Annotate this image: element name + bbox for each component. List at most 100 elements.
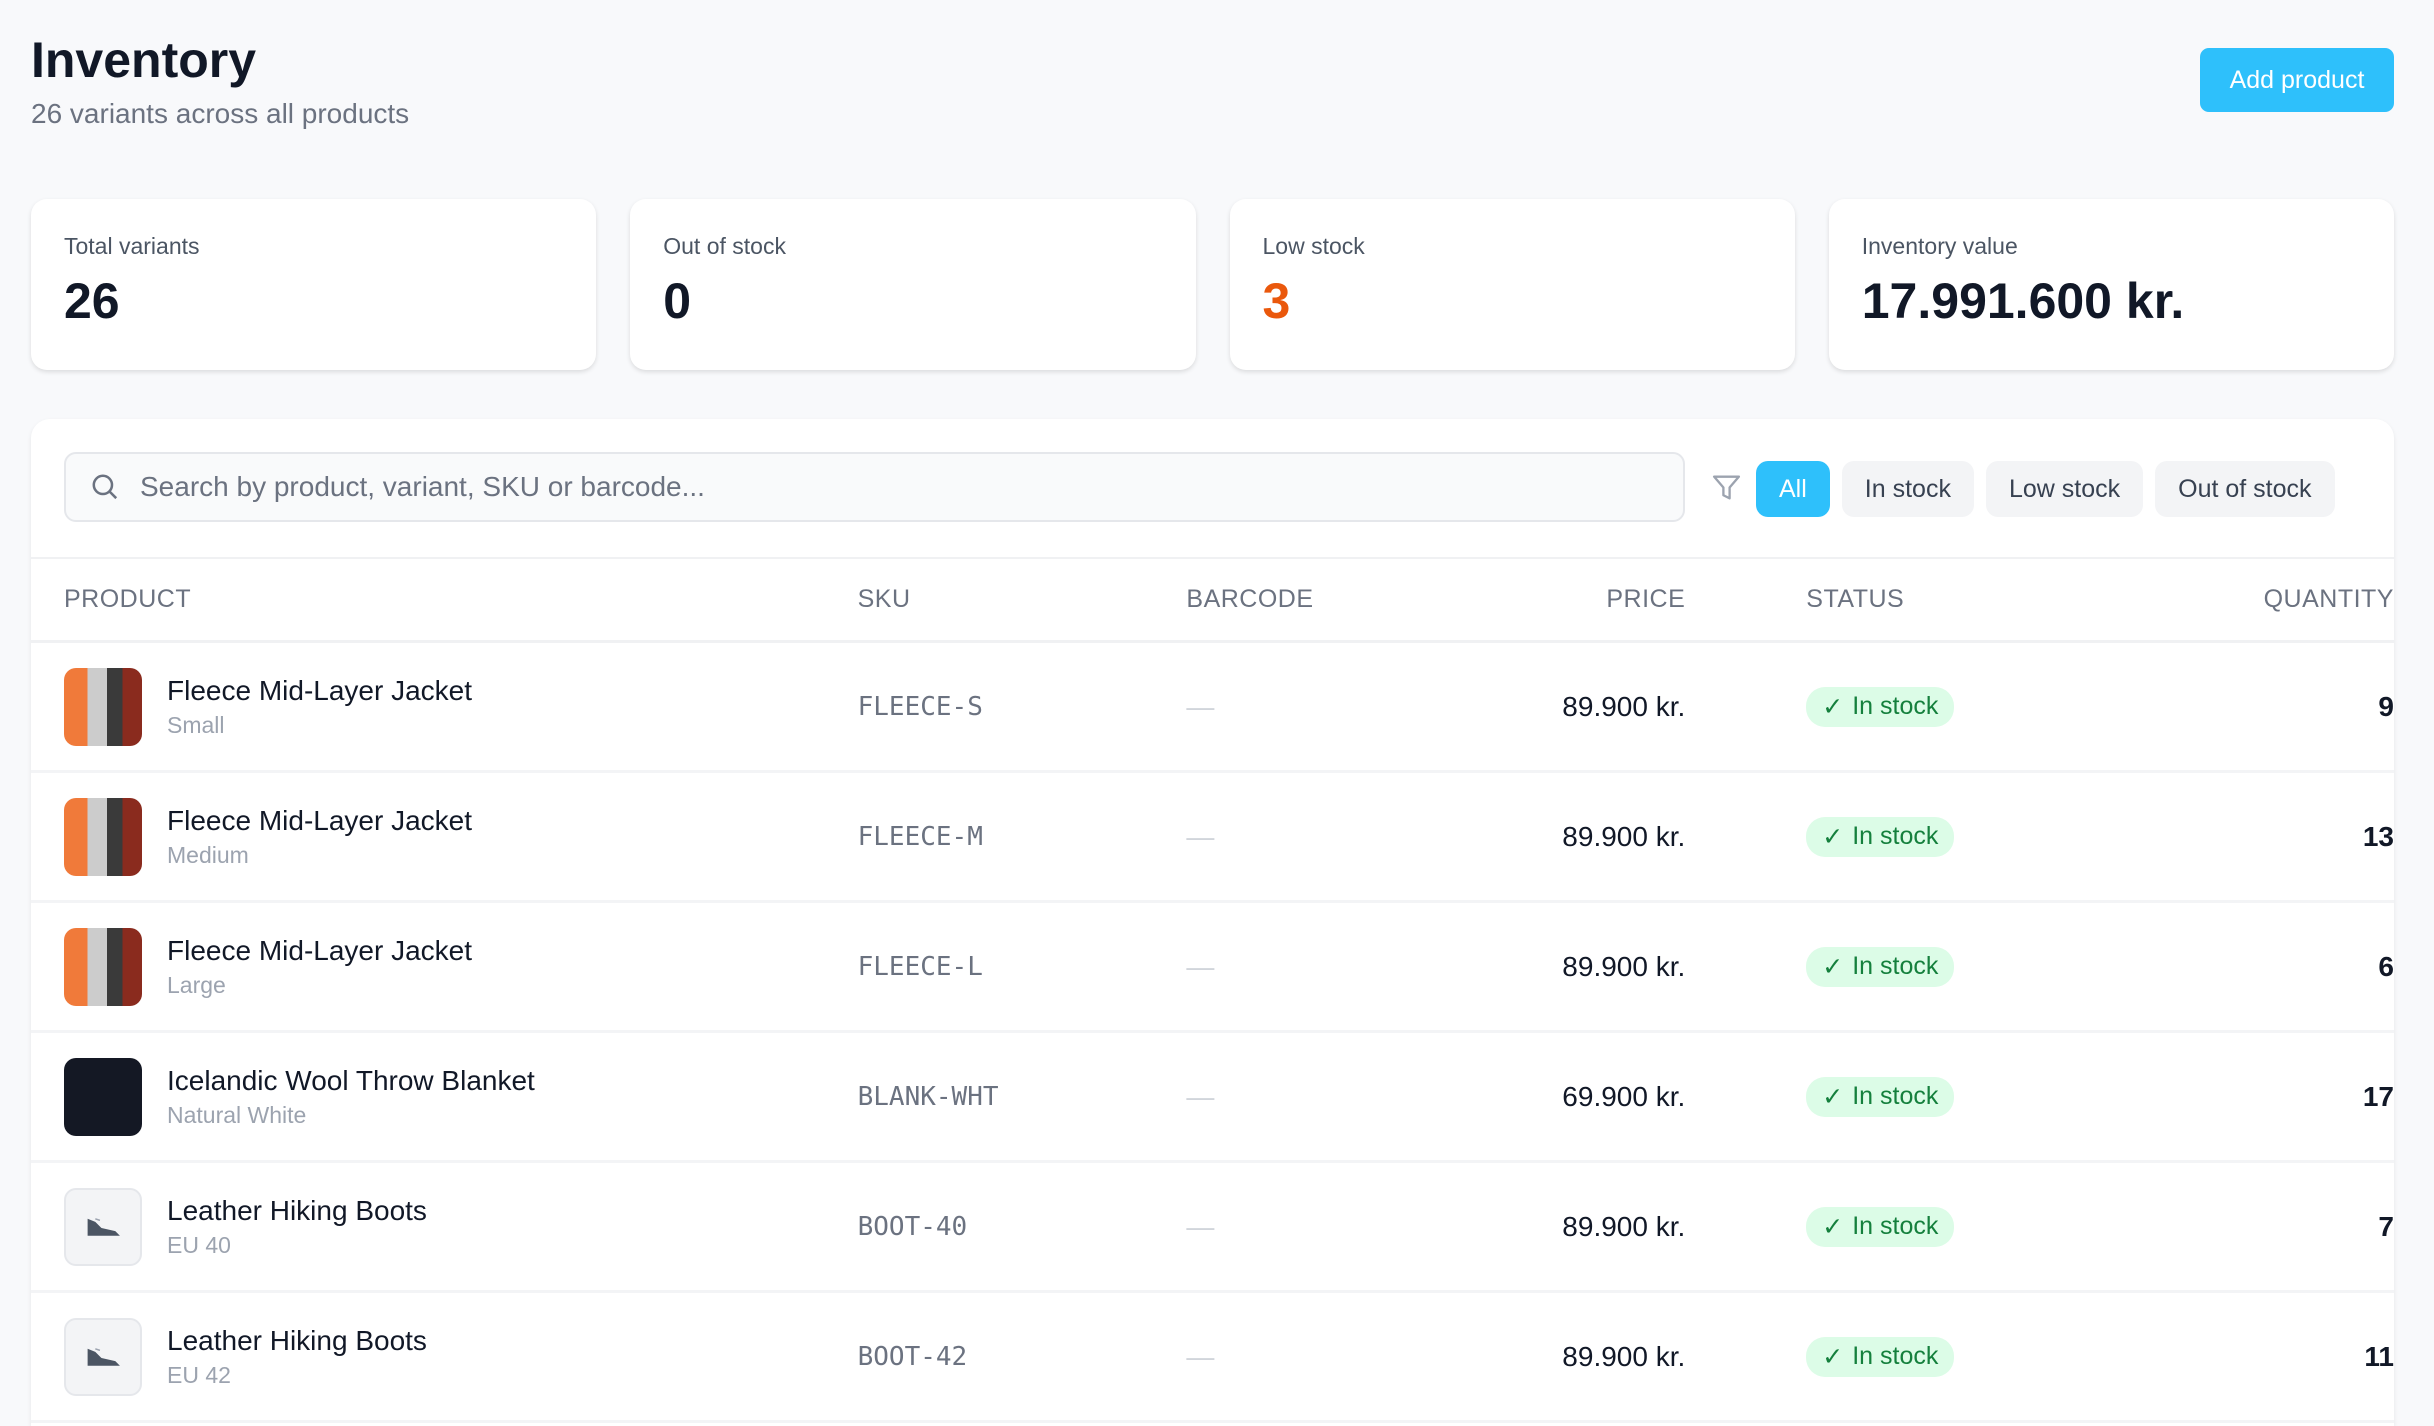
table-header: PRODUCT SKU BARCODE PRICE STATUS QUANTITY bbox=[31, 559, 2394, 643]
check-icon: ✓ bbox=[1822, 1212, 1844, 1241]
column-header-product[interactable]: PRODUCT bbox=[31, 559, 858, 643]
filter-chip-low-stock[interactable]: Low stock bbox=[1985, 461, 2144, 517]
price: 89.900 kr. bbox=[1445, 771, 1686, 903]
product-name[interactable]: Fleece Mid-Layer Jacket bbox=[167, 674, 473, 706]
status-text: In stock bbox=[1852, 952, 1939, 980]
barcode: — bbox=[1186, 771, 1446, 903]
filter-chip-all[interactable]: All bbox=[1756, 461, 1830, 517]
price: 89.900 kr. bbox=[1445, 1291, 1686, 1423]
page-subtitle: 26 variants across all products bbox=[31, 98, 410, 129]
sku: BOOT-42 bbox=[857, 1291, 1187, 1423]
quantity: 11 bbox=[2135, 1291, 2394, 1423]
product-name[interactable]: Leather Hiking Boots bbox=[167, 1194, 427, 1226]
stat-card: Low stock 3 bbox=[1229, 199, 1795, 370]
check-icon: ✓ bbox=[1822, 952, 1844, 981]
table-row[interactable]: Fleece Mid-Layer Jacket Medium FLEECE-M —… bbox=[31, 771, 2394, 903]
status-text: In stock bbox=[1852, 1082, 1939, 1110]
variant-name: EU 40 bbox=[167, 1231, 231, 1258]
table-row[interactable]: Icelandic Wool Throw Blanket Natural Whit… bbox=[31, 1031, 2394, 1163]
barcode: — bbox=[1186, 1031, 1446, 1163]
column-header-sku[interactable]: SKU bbox=[857, 559, 1187, 643]
table-row[interactable]: Leather Hiking Boots EU 40 BOOT-40 — 89.9… bbox=[31, 1161, 2394, 1293]
boot-icon bbox=[87, 1348, 120, 1366]
quantity: 13 bbox=[2135, 771, 2394, 903]
status-text: In stock bbox=[1852, 692, 1939, 720]
stat-label: Low stock bbox=[1262, 233, 1365, 259]
search-input[interactable] bbox=[138, 470, 1542, 504]
column-header-status[interactable]: STATUS bbox=[1685, 559, 2136, 643]
stat-card: Out of stock 0 bbox=[630, 199, 1196, 370]
stat-label: Total variants bbox=[64, 233, 200, 259]
product-name[interactable]: Fleece Mid-Layer Jacket bbox=[167, 934, 473, 966]
sku: BOOT-40 bbox=[857, 1161, 1187, 1293]
variant-name: Small bbox=[167, 711, 225, 738]
table-row[interactable]: Fleece Mid-Layer Jacket Small FLEECE-S — … bbox=[31, 641, 2394, 773]
stats-row: Total variants 26 Out of stock 0 Low stock 3 I… bbox=[31, 199, 2394, 370]
stat-card: Total variants 26 bbox=[31, 199, 597, 370]
stat-label: Inventory value bbox=[1861, 233, 2018, 259]
status-text: In stock bbox=[1852, 1342, 1939, 1370]
product-thumbnail bbox=[64, 1187, 142, 1266]
boot-icon bbox=[87, 1218, 120, 1236]
status-badge: ✓ In stock bbox=[1806, 1206, 1955, 1247]
stat-card: Inventory value 17.991.600 kr. bbox=[1828, 199, 2394, 370]
status-filter-chips: All In stock Low stock Out of stock bbox=[1756, 461, 2335, 517]
sku: FLEECE-L bbox=[857, 901, 1187, 1033]
status-badge: ✓ In stock bbox=[1806, 816, 1955, 857]
variant-name: Medium bbox=[167, 841, 249, 868]
filter-chip-in-stock[interactable]: In stock bbox=[1841, 461, 1974, 517]
sku: BLANK-WHT bbox=[857, 1031, 1187, 1163]
product-thumbnail bbox=[64, 1057, 142, 1136]
barcode: — bbox=[1186, 1161, 1446, 1293]
product-thumbnail bbox=[64, 1317, 142, 1396]
stat-value: 3 bbox=[1262, 273, 1291, 329]
product-name[interactable]: Fleece Mid-Layer Jacket bbox=[167, 804, 473, 836]
variant-name: Large bbox=[167, 971, 226, 998]
table-row[interactable]: Leather Hiking Boots EU 42 BOOT-42 — 89.9… bbox=[31, 1291, 2394, 1423]
quantity: 9 bbox=[2135, 641, 2394, 773]
sku: FLEECE-S bbox=[857, 641, 1187, 773]
quantity: 17 bbox=[2135, 1031, 2394, 1163]
variant-name: Natural White bbox=[167, 1101, 307, 1128]
check-icon: ✓ bbox=[1822, 822, 1844, 851]
quantity: 7 bbox=[2135, 1161, 2394, 1293]
column-header-price[interactable]: PRICE bbox=[1445, 559, 1686, 643]
status-badge: ✓ In stock bbox=[1806, 1336, 1955, 1377]
product-name[interactable]: Icelandic Wool Throw Blanket bbox=[167, 1064, 535, 1096]
product-thumbnail bbox=[64, 927, 142, 1006]
product-name[interactable]: Leather Hiking Boots bbox=[167, 1324, 427, 1356]
stat-value: 26 bbox=[64, 273, 120, 329]
search-icon bbox=[92, 474, 118, 500]
status-text: In stock bbox=[1852, 822, 1939, 850]
barcode: — bbox=[1186, 901, 1446, 1033]
search-box[interactable] bbox=[64, 452, 1685, 522]
stat-label: Out of stock bbox=[663, 233, 786, 259]
inventory-table: PRODUCT SKU BARCODE PRICE STATUS QUANTITY Fle… bbox=[31, 559, 2394, 1423]
stat-value: 17.991.600 kr. bbox=[1861, 273, 2185, 329]
product-thumbnail bbox=[64, 667, 142, 746]
status-badge: ✓ In stock bbox=[1806, 946, 1955, 987]
page-title: Inventory bbox=[31, 32, 257, 88]
filter-chip-out-of-stock[interactable]: Out of stock bbox=[2155, 461, 2335, 517]
barcode: — bbox=[1186, 641, 1446, 773]
column-header-barcode[interactable]: BARCODE bbox=[1186, 559, 1446, 643]
price: 89.900 kr. bbox=[1445, 901, 1686, 1033]
price: 69.900 kr. bbox=[1445, 1031, 1686, 1163]
check-icon: ✓ bbox=[1822, 1082, 1844, 1111]
status-text: In stock bbox=[1852, 1212, 1939, 1240]
price: 89.900 kr. bbox=[1445, 641, 1686, 773]
table-row[interactable]: Fleece Mid-Layer Jacket Large FLEECE-L — … bbox=[31, 901, 2394, 1033]
column-header-quantity[interactable]: QUANTITY bbox=[2135, 559, 2394, 643]
add-product-button[interactable]: Add product bbox=[2200, 48, 2394, 112]
product-thumbnail bbox=[64, 797, 142, 876]
sku: FLEECE-M bbox=[857, 771, 1187, 903]
barcode: — bbox=[1186, 1291, 1446, 1423]
variant-name: EU 42 bbox=[167, 1361, 231, 1388]
status-badge: ✓ In stock bbox=[1806, 686, 1955, 727]
check-icon: ✓ bbox=[1822, 692, 1844, 721]
stat-value: 0 bbox=[663, 273, 692, 329]
divider bbox=[31, 557, 2394, 559]
filter-icon[interactable] bbox=[1711, 472, 1742, 503]
